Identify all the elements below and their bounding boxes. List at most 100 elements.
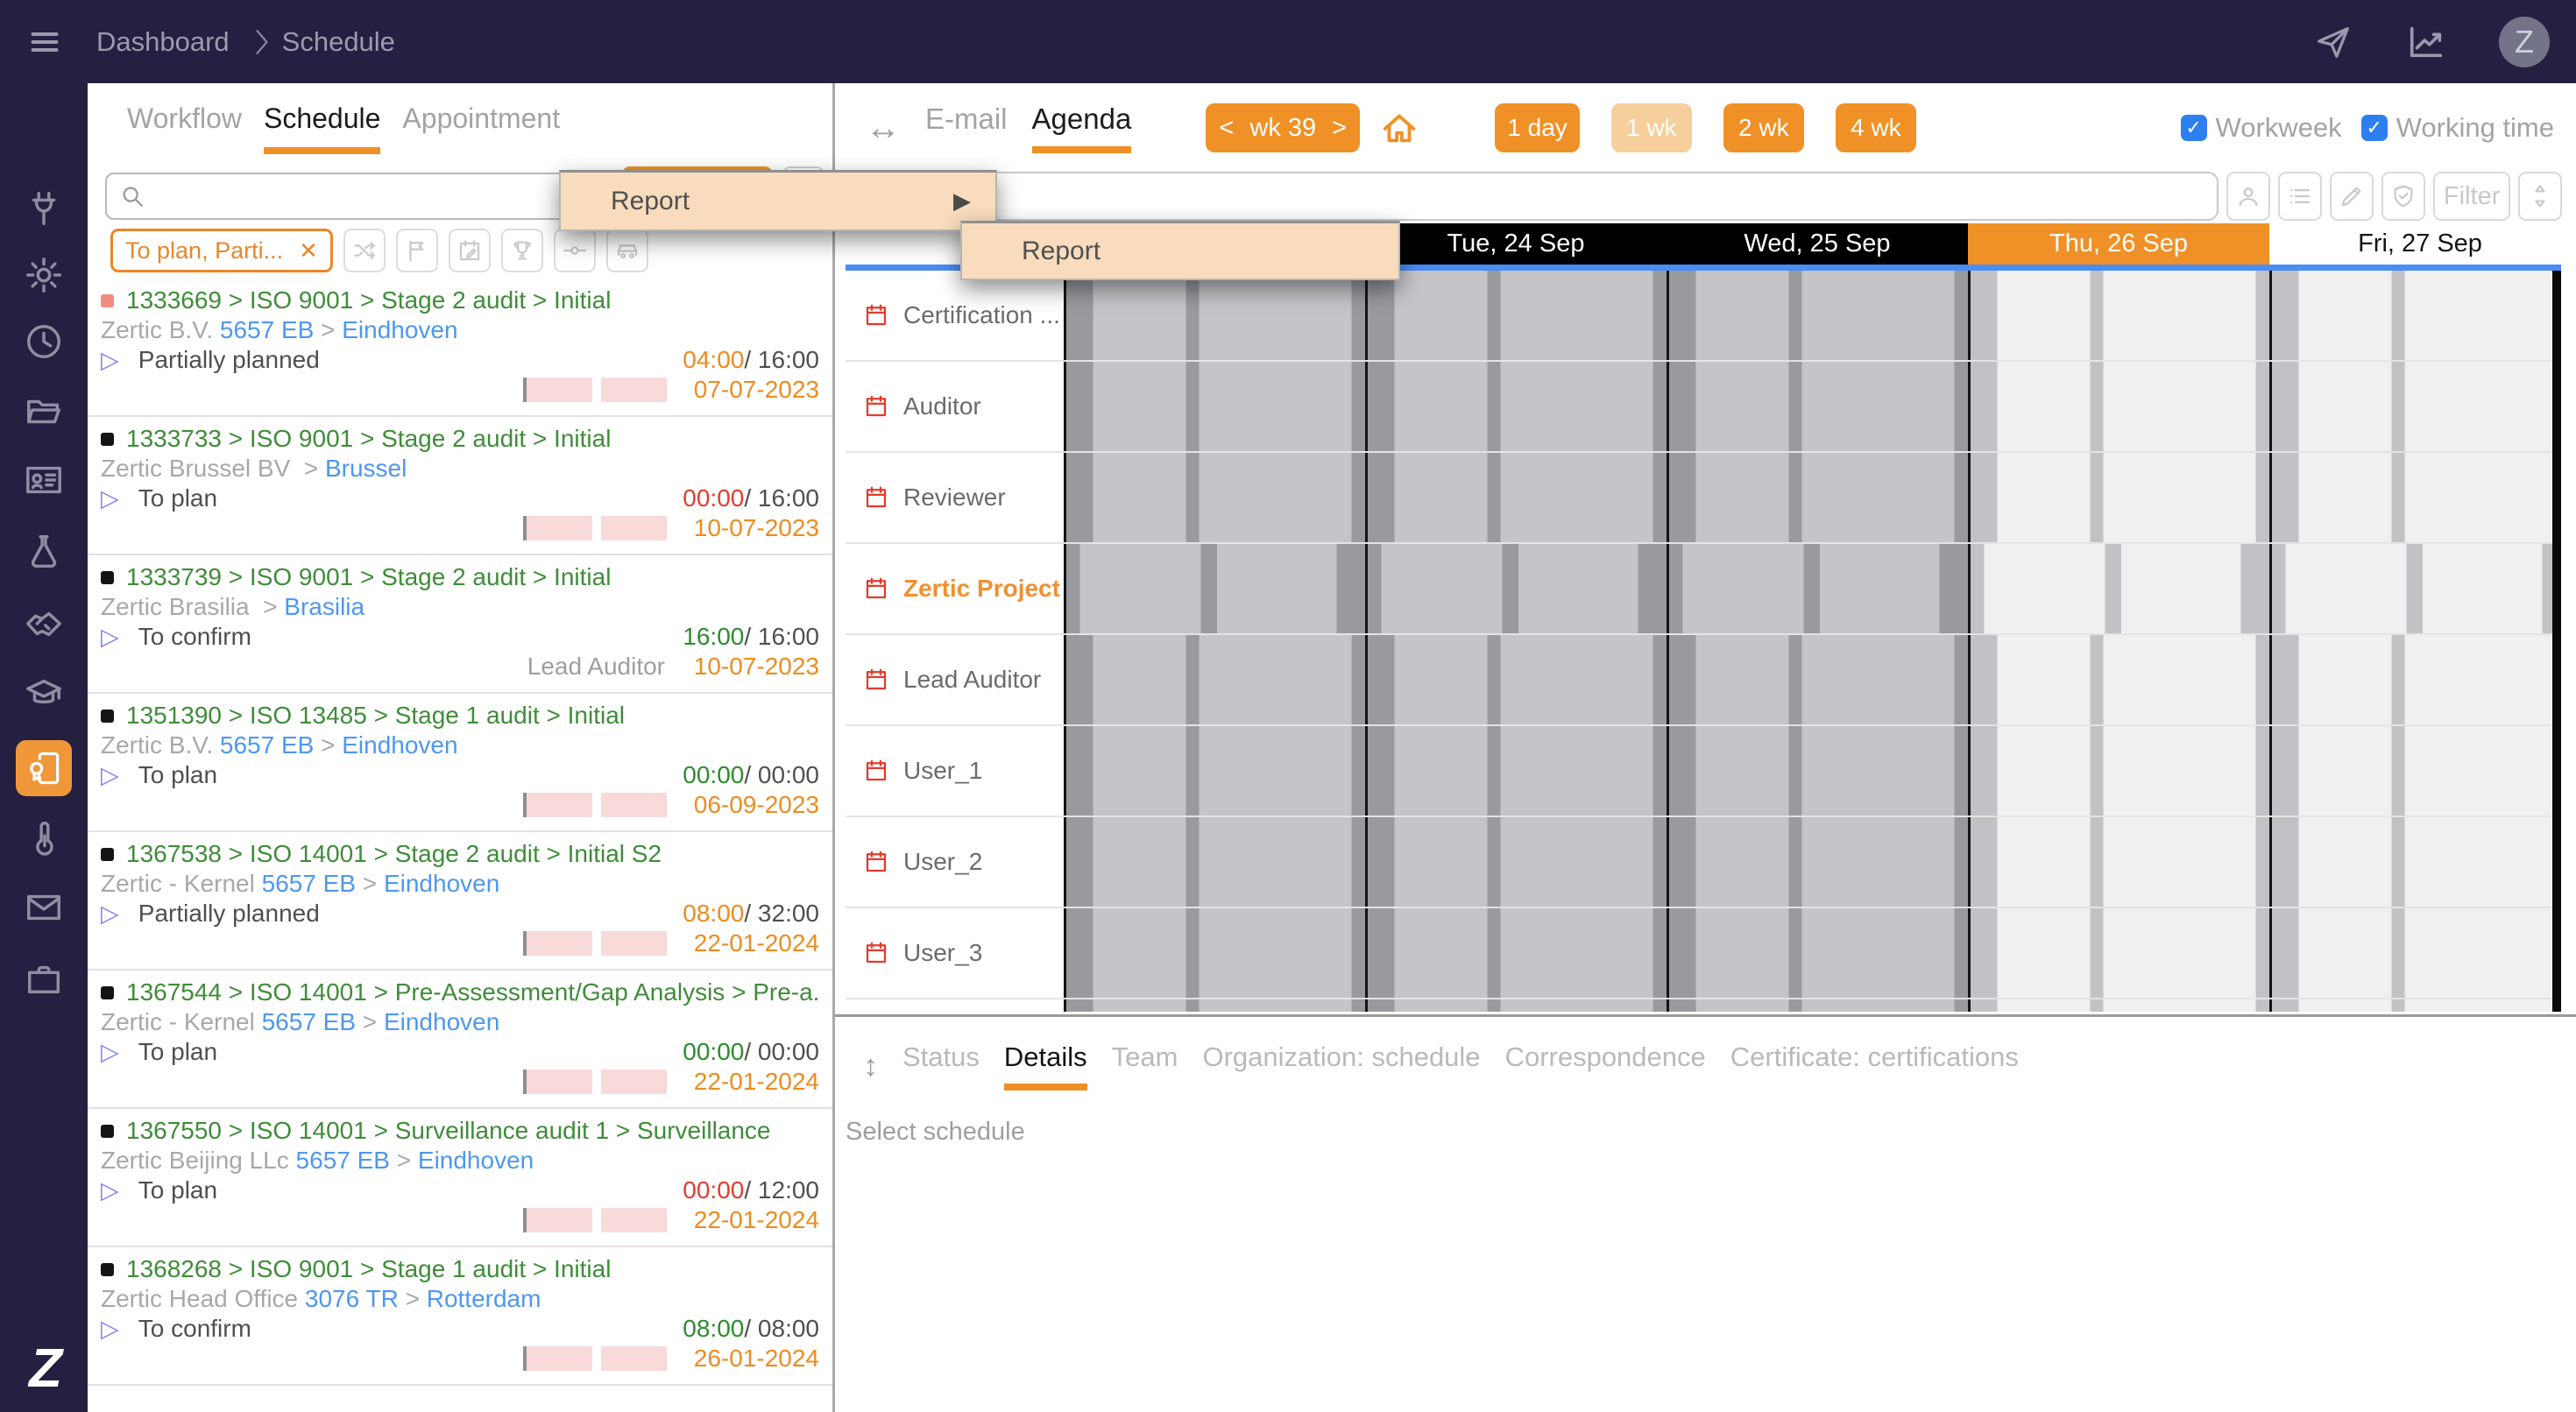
detail-tab-details[interactable]: Details [1003, 1041, 1087, 1091]
sort-button[interactable] [2518, 172, 2562, 221]
grid-day-cell[interactable] [1365, 362, 1667, 451]
checkbox-icon[interactable]: ✓ [2180, 115, 2207, 141]
grid-day-cell[interactable] [1064, 817, 1365, 907]
tab-e-mail[interactable]: E-mail [925, 102, 1008, 135]
resource-cell[interactable]: Lead Auditor [846, 635, 1064, 724]
sidebar-item-handshake[interactable] [0, 604, 88, 644]
agenda-search-input[interactable] [857, 172, 2219, 221]
grid-day-cell[interactable] [2269, 726, 2552, 815]
week-nav-button[interactable]: < wk 39 > [1206, 103, 1361, 152]
grid-day-cell[interactable] [1365, 999, 1667, 1012]
grid-day-cell[interactable] [1064, 544, 1365, 633]
tab-workflow[interactable]: Workflow [127, 102, 242, 134]
grid-day-cell[interactable] [1968, 908, 2269, 998]
expand-triangle-icon[interactable]: ▷ [101, 1176, 119, 1204]
schedule-search-input[interactable] [154, 182, 607, 210]
grid-day-cell[interactable] [1365, 726, 1667, 815]
expand-triangle-icon[interactable]: ▷ [101, 1038, 119, 1065]
detail-tab-correspondence[interactable]: Correspondence [1504, 1041, 1706, 1072]
sidebar-item-folder[interactable] [0, 392, 88, 432]
view-button-4-wk[interactable]: 4 wk [1835, 103, 1916, 152]
detail-tab-team[interactable]: Team [1111, 1041, 1178, 1072]
grid-day-cell[interactable] [2269, 635, 2552, 724]
schedule-org-code[interactable]: 5657 EB [261, 1008, 357, 1035]
home-icon[interactable] [1379, 108, 1419, 148]
sidebar-item-plug[interactable] [0, 188, 88, 229]
schedule-list-item[interactable]: 1333739 > ISO 9001 > Stage 2 audit > Ini… [88, 555, 832, 694]
schedule-city[interactable]: Eindhoven [342, 316, 458, 343]
filter-button[interactable]: Filter [2433, 172, 2510, 221]
grid-day-cell[interactable] [1968, 635, 2269, 724]
schedule-org-code[interactable]: 5657 EB [219, 731, 315, 759]
resource-cell[interactable]: Certification ... [846, 271, 1064, 360]
day-header-wed-25-sep[interactable]: Wed, 25 Sep [1667, 223, 1968, 265]
grid-day-cell[interactable] [1968, 362, 2269, 451]
resource-cell[interactable]: Reviewer [846, 453, 1064, 542]
expand-triangle-icon[interactable]: ▷ [101, 346, 119, 373]
grid-day-cell[interactable] [1667, 817, 1968, 907]
detail-tab-organization-schedule[interactable]: Organization: schedule [1202, 1041, 1481, 1072]
schedule-city[interactable]: Rotterdam [426, 1285, 541, 1312]
grid-day-cell[interactable] [1667, 362, 1968, 451]
hamburger-menu-icon[interactable] [26, 26, 63, 58]
day-header-fri-27-sep[interactable]: Fri, 27 Sep [2269, 223, 2571, 265]
context-submenu-item-report[interactable]: Report [960, 221, 1400, 280]
grid-day-cell[interactable] [1064, 908, 1365, 998]
grid-day-cell[interactable] [1064, 635, 1365, 724]
grid-day-cell[interactable] [1968, 453, 2269, 542]
schedule-org-code[interactable]: 5657 EB [261, 870, 357, 897]
sidebar-item-gear[interactable] [0, 255, 88, 295]
grid-day-cell[interactable] [2269, 999, 2552, 1012]
grid-day-cell[interactable] [1968, 817, 2269, 907]
grid-day-cell[interactable] [1667, 544, 1968, 633]
grid-day-cell[interactable] [1064, 362, 1365, 451]
grid-day-cell[interactable] [1365, 453, 1667, 542]
schedule-list-item[interactable]: 1367538 > ISO 14001 > Stage 2 audit > In… [88, 832, 832, 971]
checkbox-icon[interactable]: ✓ [2360, 115, 2388, 141]
breadcrumb-dashboard[interactable]: Dashboard [96, 25, 230, 57]
grid-day-cell[interactable] [2269, 362, 2552, 451]
grid-day-cell[interactable] [1667, 453, 1968, 542]
view-button-1-wk[interactable]: 1 wk [1610, 103, 1692, 152]
grid-day-cell[interactable] [1064, 999, 1365, 1012]
expand-triangle-icon[interactable]: ▷ [101, 761, 119, 788]
schedule-list-item[interactable]: 1368268 > ISO 9001 > Stage 1 audit > Ini… [88, 1247, 832, 1386]
grid-day-cell[interactable] [1365, 544, 1667, 633]
grid-day-cell[interactable] [2269, 544, 2552, 633]
view-button-1-day[interactable]: 1 day [1495, 103, 1580, 152]
day-header-thu-26-sep[interactable]: Thu, 26 Sep [1968, 223, 2269, 265]
grid-day-cell[interactable] [1667, 999, 1968, 1012]
schedule-city[interactable]: Eindhoven [417, 1147, 534, 1174]
grid-day-cell[interactable] [1365, 271, 1667, 360]
filter-chip[interactable]: To plan, Parti... ✕ [110, 229, 333, 272]
grid-day-cell[interactable] [1064, 271, 1365, 360]
schedule-city[interactable]: Eindhoven [383, 870, 500, 897]
resource-cell[interactable]: User_3 [846, 908, 1064, 998]
expand-triangle-icon[interactable]: ▷ [101, 900, 119, 927]
grid-day-cell[interactable] [1968, 726, 2269, 815]
schedule-list-item[interactable]: 1351390 > ISO 13485 > Stage 1 audit > In… [88, 694, 832, 832]
person-button[interactable] [2226, 172, 2271, 221]
schedule-org-code[interactable]: 5657 EB [219, 316, 315, 343]
resource-cell[interactable] [846, 999, 1064, 1012]
tab-agenda[interactable]: Agenda [1031, 102, 1132, 153]
calendar-edit-button[interactable] [448, 229, 491, 272]
sidebar-item-certificate[interactable] [0, 740, 88, 796]
week-prev-icon[interactable]: < [1219, 113, 1235, 142]
schedule-city[interactable]: Eindhoven [383, 1008, 500, 1035]
view-button-2-wk[interactable]: 2 wk [1723, 103, 1804, 152]
send-icon[interactable] [2313, 22, 2353, 62]
grid-scrollbar[interactable] [2552, 271, 2561, 1012]
collapse-panel-icon[interactable]: ↔ [866, 108, 901, 147]
schedule-city[interactable]: Eindhoven [342, 731, 458, 759]
grid-day-cell[interactable] [1667, 726, 1968, 815]
shield-check-button[interactable] [2381, 172, 2426, 221]
chart-icon[interactable] [2406, 22, 2446, 62]
chip-close-icon[interactable]: ✕ [299, 237, 318, 264]
resource-cell[interactable]: Auditor [846, 362, 1064, 451]
schedule-city[interactable]: Brasilia [284, 593, 365, 620]
sidebar-item-thermometer[interactable] [0, 817, 88, 858]
schedule-list-item[interactable]: 1333733 > ISO 9001 > Stage 2 audit > Ini… [88, 417, 832, 555]
schedule-org-code[interactable]: 3076 TR [304, 1285, 399, 1312]
grid-day-cell[interactable] [1968, 271, 2269, 360]
